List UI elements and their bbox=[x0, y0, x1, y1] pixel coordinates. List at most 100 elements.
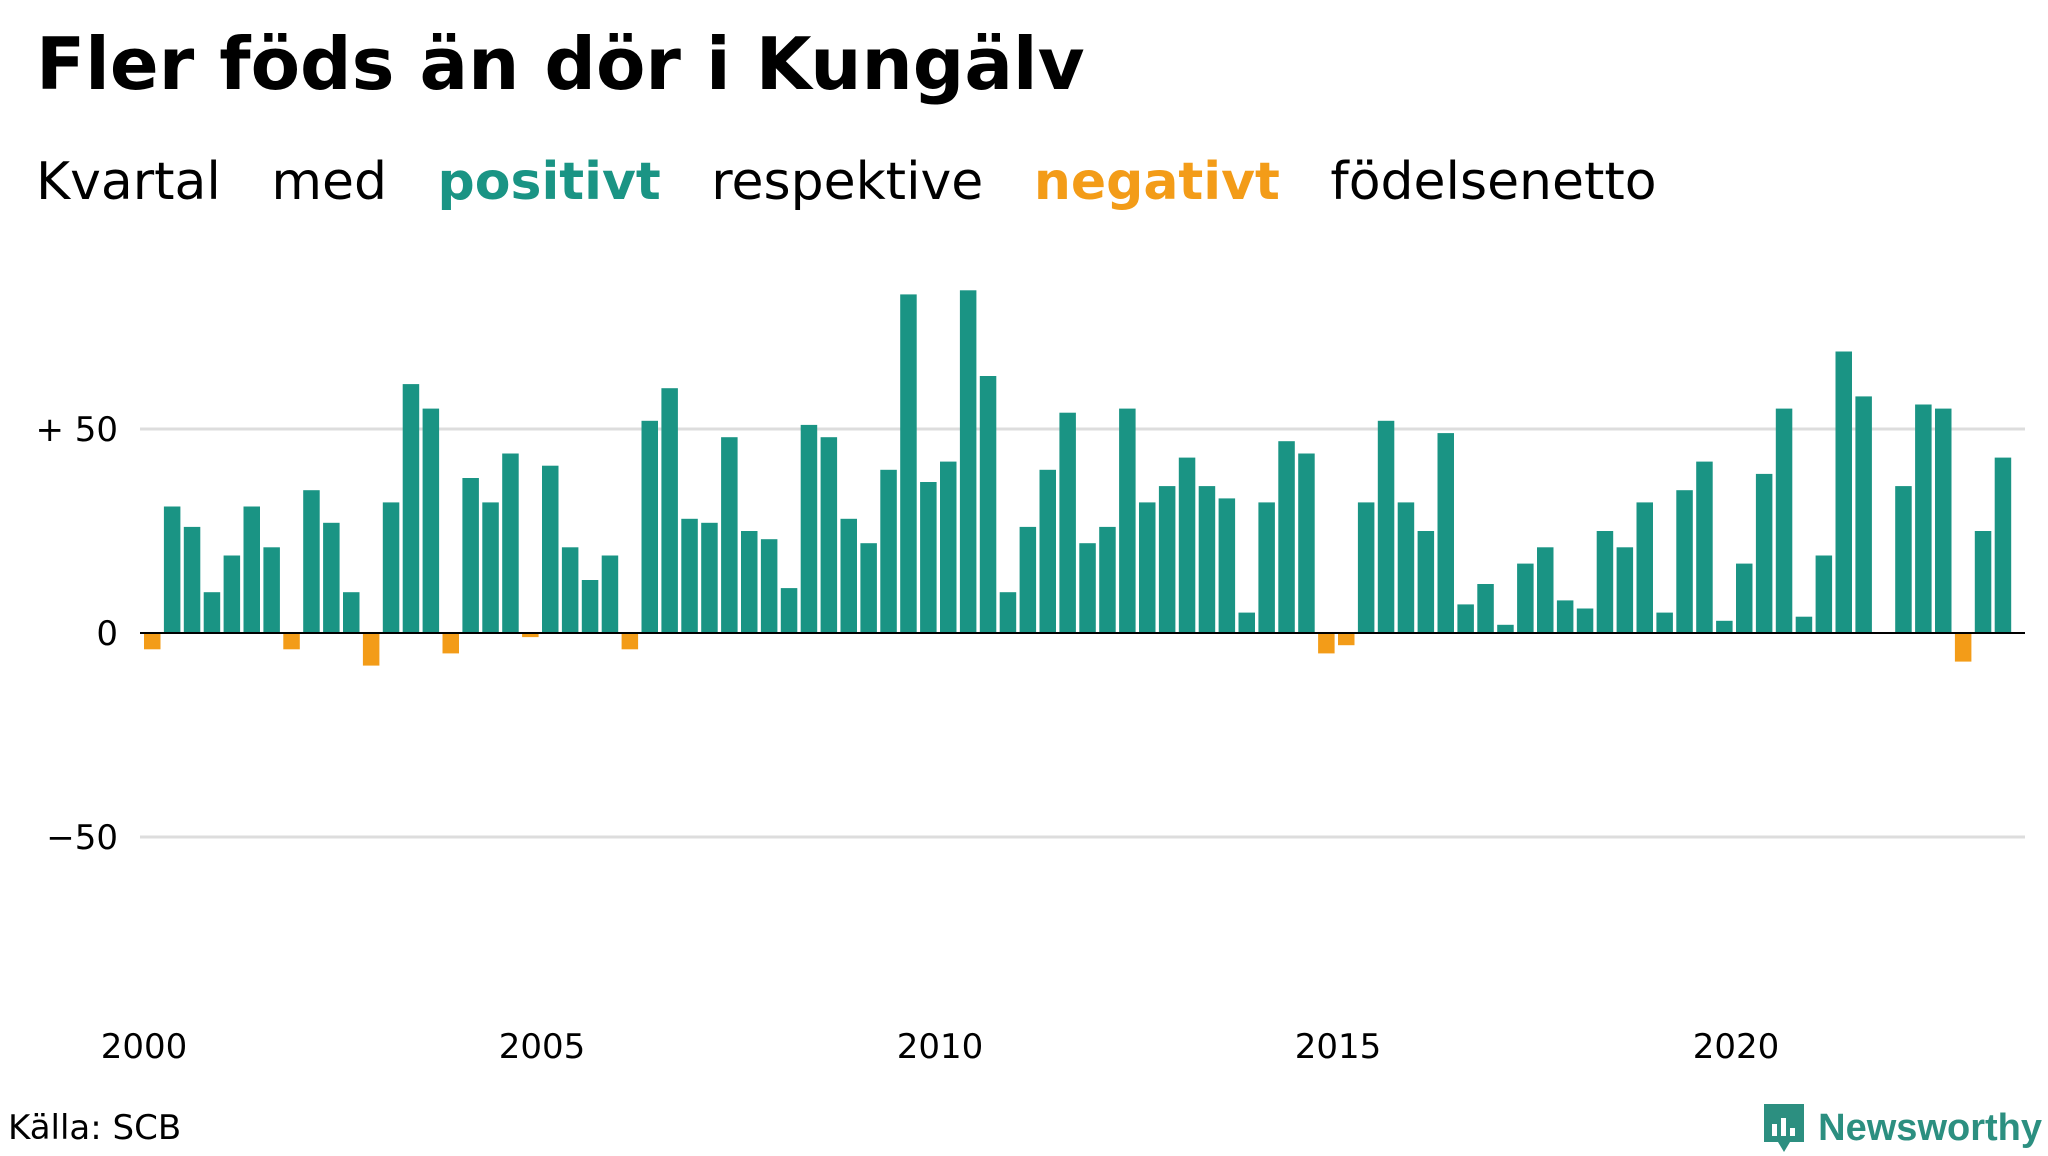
x-tick-label: 2000 bbox=[101, 1027, 188, 1067]
subtitle-word: Kvartal bbox=[36, 152, 221, 212]
chart-subtitle: Kvartal med positivt respektive negativt… bbox=[36, 152, 1691, 212]
bar-positive bbox=[1775, 408, 1793, 633]
bar-positive bbox=[1357, 502, 1375, 633]
bar-positive bbox=[1019, 526, 1037, 633]
bar-positive bbox=[1039, 469, 1056, 633]
bar-positive bbox=[1517, 563, 1534, 633]
bar-positive bbox=[1218, 498, 1236, 633]
bar-positive bbox=[1755, 473, 1773, 633]
bar-positive bbox=[1437, 433, 1454, 633]
bar-negative bbox=[362, 633, 380, 666]
bar-positive bbox=[1198, 486, 1216, 633]
bar-positive bbox=[721, 437, 738, 633]
bar-positive bbox=[741, 531, 758, 633]
bar-positive bbox=[820, 437, 838, 633]
newsworthy-logo-text: Newsworthy bbox=[1818, 1106, 2042, 1149]
bar-positive bbox=[1835, 351, 1852, 633]
y-tick-label: −50 bbox=[46, 818, 118, 858]
bar-negative bbox=[283, 633, 300, 650]
bar-positive bbox=[1596, 531, 1614, 633]
bar-positive bbox=[601, 555, 619, 633]
bar-positive bbox=[1158, 486, 1176, 633]
bar-positive bbox=[581, 580, 599, 633]
bar-positive bbox=[542, 465, 559, 633]
bar-positive bbox=[203, 592, 221, 633]
bar-positive bbox=[1616, 547, 1634, 633]
bar-positive bbox=[1417, 531, 1435, 633]
bar-positive bbox=[1377, 420, 1395, 633]
bar-positive bbox=[502, 453, 519, 633]
bar-positive bbox=[681, 518, 698, 633]
bar-positive bbox=[1477, 584, 1494, 633]
bar-negative bbox=[1338, 633, 1355, 646]
bar-positive bbox=[1099, 526, 1116, 633]
bar-negative bbox=[621, 633, 639, 650]
bar-positive bbox=[780, 588, 798, 633]
bar-positive bbox=[860, 543, 877, 633]
bar-positive bbox=[1497, 624, 1514, 633]
bar-positive bbox=[920, 482, 937, 633]
bar-positive bbox=[1278, 441, 1295, 633]
bar-positive bbox=[1676, 490, 1693, 633]
bar-positive bbox=[183, 526, 201, 633]
bar-positive bbox=[1974, 531, 1992, 633]
bar-positive bbox=[880, 469, 897, 633]
bar-positive bbox=[661, 388, 678, 633]
bar-positive bbox=[402, 384, 420, 633]
x-tick-label: 2005 bbox=[499, 1027, 586, 1067]
bar-negative bbox=[442, 633, 459, 654]
bar-positive bbox=[1079, 543, 1096, 633]
bar-negative bbox=[1954, 633, 1972, 662]
bar-positive bbox=[760, 539, 778, 633]
x-tick-label: 2020 bbox=[1693, 1027, 1780, 1067]
bar-positive bbox=[462, 478, 479, 633]
bar-positive bbox=[1855, 396, 1872, 633]
x-tick-label: 2015 bbox=[1295, 1027, 1382, 1067]
bar-negative bbox=[522, 633, 539, 638]
bar-positive bbox=[323, 522, 340, 633]
x-tick-label: 2010 bbox=[897, 1027, 984, 1067]
bar-positive bbox=[482, 502, 499, 633]
bar-positive bbox=[1556, 600, 1574, 633]
subtitle-positive-label: positivt bbox=[437, 152, 661, 212]
subtitle-word: med bbox=[271, 152, 388, 212]
source-note: Källa: SCB bbox=[8, 1108, 182, 1148]
bar-positive bbox=[840, 518, 857, 633]
bar-positive bbox=[1139, 502, 1156, 633]
bar-positive bbox=[422, 408, 440, 633]
bar-positive bbox=[1935, 408, 1952, 633]
bar-positive bbox=[900, 294, 917, 633]
bar-positive bbox=[1258, 502, 1275, 633]
bar-positive bbox=[1736, 563, 1753, 633]
bar-positive bbox=[243, 506, 260, 633]
bar-positive bbox=[1576, 608, 1594, 633]
bar-positive bbox=[1298, 453, 1315, 633]
chart-title: Fler föds än dör i Kungälv bbox=[36, 22, 1085, 106]
bar-positive bbox=[1537, 547, 1554, 633]
bar-positive bbox=[223, 555, 241, 633]
bar-positive bbox=[1119, 408, 1136, 633]
newsworthy-logo[interactable]: Newsworthy bbox=[1760, 1100, 2042, 1156]
newsworthy-logo-icon bbox=[1764, 1104, 1805, 1152]
bar-positive bbox=[303, 490, 320, 633]
bar-positive bbox=[1915, 404, 1932, 633]
bar-positive bbox=[1059, 412, 1076, 633]
bar-positive bbox=[999, 592, 1017, 633]
bar-positive bbox=[940, 461, 957, 633]
bar-positive bbox=[1656, 612, 1673, 633]
bar-positive bbox=[1636, 502, 1653, 633]
bar-positive bbox=[959, 290, 977, 633]
bar-positive bbox=[1238, 612, 1255, 633]
bar-positive bbox=[641, 420, 658, 633]
bar-positive bbox=[1457, 604, 1474, 633]
bar-negative bbox=[144, 633, 161, 650]
subtitle-word: födelsenetto bbox=[1330, 152, 1657, 212]
y-tick-label: 0 bbox=[96, 614, 118, 654]
bar-positive bbox=[561, 547, 579, 633]
bar-positive bbox=[163, 506, 181, 633]
bar-positive bbox=[1815, 555, 1833, 633]
bar-positive bbox=[701, 522, 718, 633]
bar-positive bbox=[1795, 616, 1813, 633]
bar-negative bbox=[1318, 633, 1335, 654]
